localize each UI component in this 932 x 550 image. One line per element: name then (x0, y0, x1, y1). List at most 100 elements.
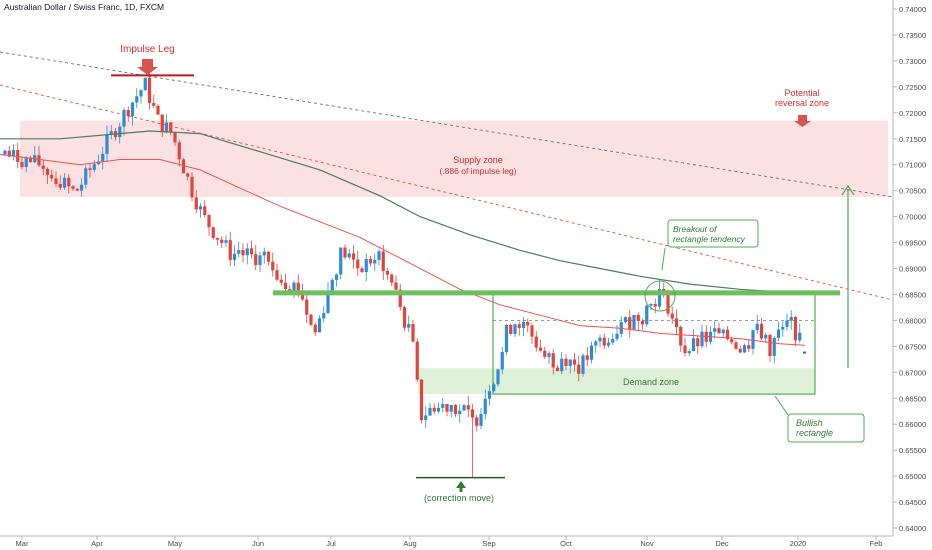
candle-body (785, 320, 789, 327)
candle (619, 316, 623, 338)
candle-body (211, 227, 215, 238)
candle (764, 332, 768, 344)
y-tick-label: 0.71000 (899, 161, 926, 170)
candle-body (305, 299, 309, 315)
candle (755, 314, 759, 334)
candle-body (356, 259, 360, 269)
candle-body (640, 320, 645, 325)
candle (381, 244, 385, 280)
candle (398, 284, 402, 311)
candle (492, 381, 496, 393)
candle (496, 368, 500, 387)
candle (632, 314, 636, 330)
candle (343, 244, 347, 260)
candle (407, 315, 411, 332)
candle-body (517, 324, 521, 328)
reversal-down-arrow (794, 115, 811, 127)
candle-body (513, 324, 517, 334)
candle-body (118, 126, 122, 138)
candle (50, 169, 54, 182)
candle-body (598, 337, 602, 342)
candle-body (152, 103, 156, 106)
candle (203, 200, 207, 218)
y-tick-label: 0.66000 (899, 420, 926, 429)
candle-body (20, 162, 24, 168)
candle (37, 146, 41, 168)
candle-body (394, 282, 398, 290)
candle (309, 313, 313, 327)
candle (339, 247, 343, 280)
candle (220, 236, 224, 248)
y-tick-label: 0.67000 (899, 368, 926, 377)
candle-body (509, 324, 513, 334)
candle-body (271, 261, 275, 271)
candle-body (322, 313, 326, 319)
candle (530, 323, 534, 344)
candle (271, 252, 275, 277)
candle (177, 139, 181, 167)
candle (254, 245, 258, 271)
candle-body (215, 237, 220, 240)
candle-body (79, 184, 84, 191)
candle-body (245, 248, 249, 256)
candle (789, 310, 793, 330)
candle (16, 142, 20, 169)
candle-body (560, 358, 564, 372)
correction-up-arrow (456, 481, 466, 492)
candle (322, 306, 326, 323)
candle-body (798, 332, 802, 341)
candle-body (436, 407, 441, 412)
candle (45, 167, 50, 185)
candle-body (249, 248, 254, 255)
candle-body (181, 159, 186, 174)
x-tick-label: May (168, 539, 182, 548)
candle (768, 333, 772, 362)
candle (521, 317, 526, 337)
x-tick-label: Mar (16, 539, 29, 548)
candle (717, 322, 721, 334)
candle-body (547, 353, 551, 357)
candle (581, 353, 585, 377)
candle (798, 323, 802, 343)
candle-body (122, 109, 126, 127)
candle-body (292, 282, 296, 292)
candle-body (572, 359, 577, 365)
candle (441, 397, 445, 413)
candle-body (483, 398, 487, 414)
candle-body (258, 255, 262, 266)
breakout-connector (661, 247, 666, 271)
candle-body (228, 240, 232, 260)
candle-body (334, 274, 339, 280)
candle (373, 254, 377, 271)
candle (20, 157, 24, 170)
candle (109, 125, 113, 140)
candle-body (564, 358, 568, 366)
candle-body (160, 114, 164, 133)
candle-body (105, 134, 109, 154)
candle-body (781, 326, 785, 330)
breakout-label-1: Breakout of (673, 224, 718, 234)
candle (504, 324, 509, 356)
candle (551, 348, 555, 375)
candle (577, 355, 581, 382)
y-tick-label: 0.67500 (899, 342, 926, 351)
x-tick-label: Apr (91, 539, 103, 548)
candle (211, 226, 215, 240)
candle-body (381, 251, 385, 271)
candle (513, 323, 517, 337)
candle (747, 339, 751, 352)
candle (130, 101, 135, 126)
candle-body (759, 323, 764, 339)
candle-body (313, 324, 317, 333)
candle-body (283, 282, 288, 290)
candle-body (445, 403, 449, 412)
target-arrow-head (841, 184, 855, 196)
candle-body (415, 341, 419, 380)
moving-average-long (0, 130, 806, 294)
candle-body (453, 404, 458, 415)
candle (691, 329, 696, 352)
candle-body (470, 409, 475, 418)
candle (126, 106, 130, 122)
candle-body (538, 347, 543, 351)
candle (11, 144, 16, 161)
